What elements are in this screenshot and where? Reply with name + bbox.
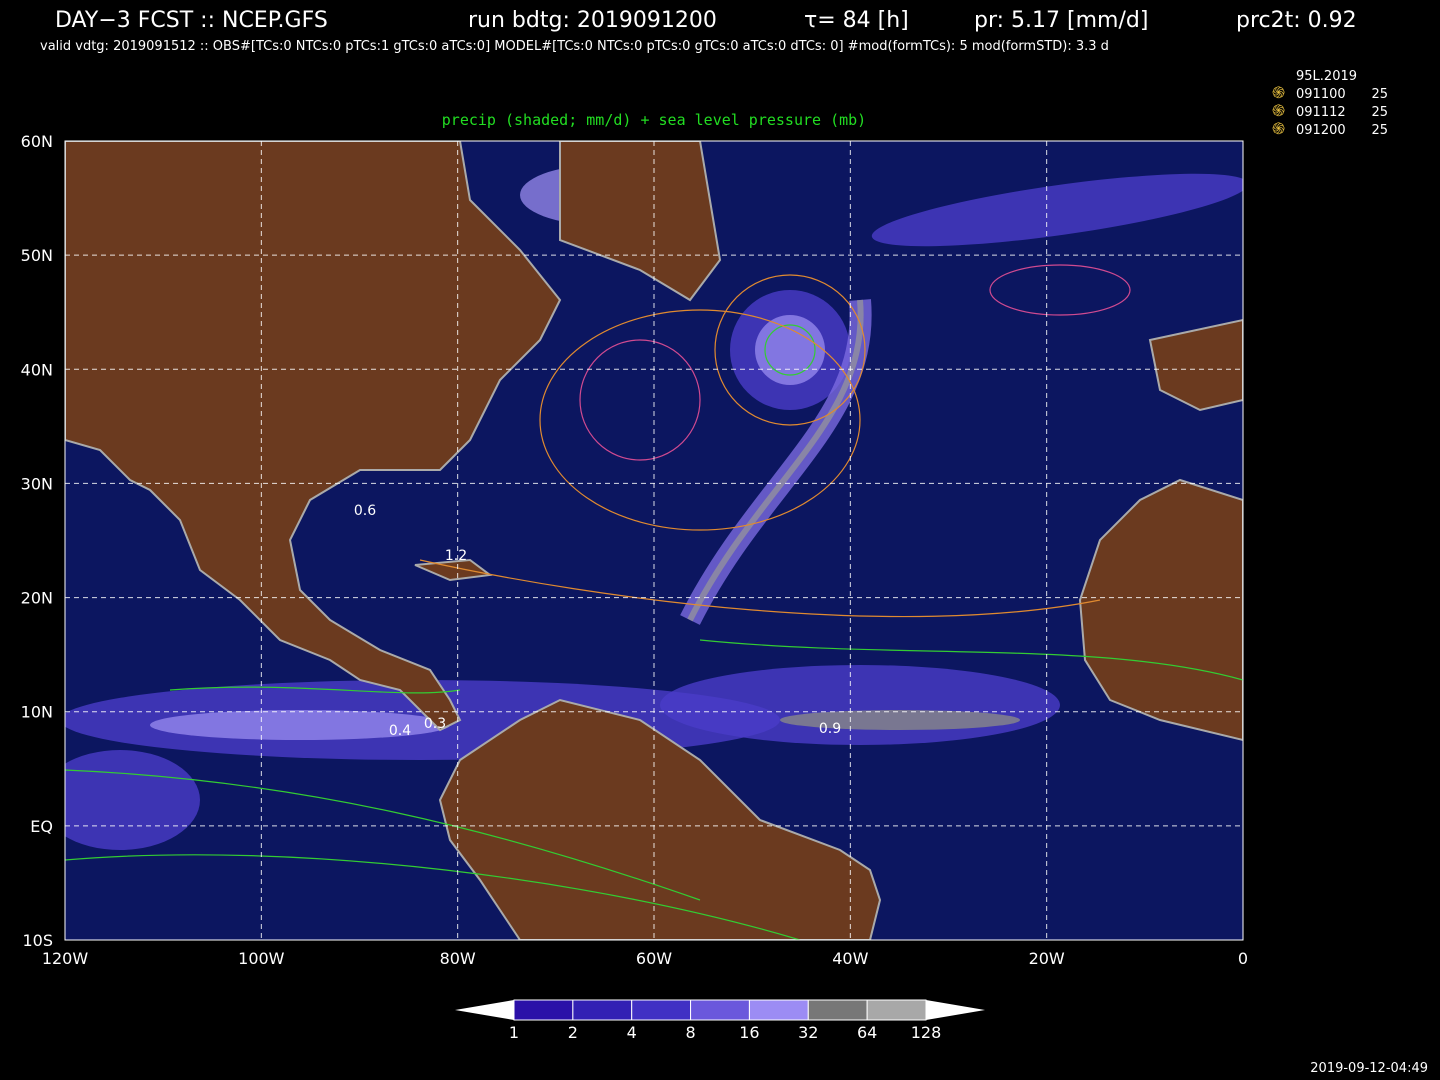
colorbar-label: 64 bbox=[857, 1023, 877, 1042]
contour bbox=[169, 686, 461, 694]
colorbar-box bbox=[866, 999, 927, 1021]
lat-label: 50N bbox=[21, 246, 53, 265]
contour-label: 1.2 bbox=[445, 548, 467, 564]
contour bbox=[579, 339, 701, 461]
prc2t: prc2t: 0.92 bbox=[1236, 8, 1357, 33]
colorbar-label: 32 bbox=[798, 1023, 818, 1042]
run: run bdtg: 2019091200 bbox=[468, 8, 717, 33]
colorbar-arrow bbox=[926, 1000, 985, 1020]
contour bbox=[764, 324, 816, 376]
colorbar-label: 8 bbox=[685, 1023, 695, 1042]
storm-time: 091112 bbox=[1296, 105, 1346, 120]
storm-time: 091200 bbox=[1296, 123, 1346, 138]
map-subtitle: precip (shaded; mm/d) + sea level pressu… bbox=[442, 111, 866, 129]
contour-label: 0.6 bbox=[354, 503, 376, 519]
lon-label: 80W bbox=[440, 949, 476, 968]
lat-label: 40N bbox=[21, 360, 53, 379]
colorbar-label: 1 bbox=[509, 1023, 519, 1042]
precip bbox=[660, 665, 1060, 745]
storm-value: 25 bbox=[1371, 105, 1388, 120]
lat-label: 30N bbox=[21, 474, 53, 493]
land bbox=[1148, 318, 1243, 412]
contour bbox=[699, 639, 1243, 681]
precip-band bbox=[687, 299, 864, 622]
colorbar-label: 2 bbox=[568, 1023, 578, 1042]
colorbar-label: 16 bbox=[739, 1023, 759, 1042]
contour-label: 0.3 bbox=[424, 716, 446, 732]
land bbox=[438, 698, 882, 940]
lon-label: 60W bbox=[636, 949, 672, 968]
storm-value: 25 bbox=[1371, 87, 1388, 102]
land bbox=[65, 141, 562, 732]
lon-label: 20W bbox=[1029, 949, 1065, 968]
precip bbox=[65, 750, 200, 850]
contour bbox=[419, 559, 1101, 618]
map-frame bbox=[64, 140, 1244, 941]
colorbar-box bbox=[572, 999, 633, 1021]
contour bbox=[714, 274, 866, 426]
land bbox=[1078, 478, 1243, 742]
timestamp: 2019-09-12-04:49 bbox=[1310, 1061, 1428, 1076]
contour-label: 0.9 bbox=[819, 721, 841, 737]
colorbar-box bbox=[513, 999, 574, 1021]
lon-label: 120W bbox=[42, 949, 89, 968]
lat-label: 10S bbox=[22, 931, 53, 950]
storm-value: 25 bbox=[1371, 123, 1388, 138]
map bbox=[64, 140, 1244, 941]
lat-label: 20N bbox=[21, 589, 53, 608]
lon-label: 0 bbox=[1238, 949, 1248, 968]
lat-label: EQ bbox=[30, 817, 53, 836]
land bbox=[559, 141, 722, 302]
lat-label: 10N bbox=[21, 703, 53, 722]
storm-time: 091100 bbox=[1296, 87, 1346, 102]
contour-label: 0.4 bbox=[389, 723, 411, 739]
contour bbox=[989, 264, 1131, 316]
storm-symbol: ֍ bbox=[1272, 119, 1285, 138]
colorbar-label: 4 bbox=[627, 1023, 637, 1042]
colorbar-arrow bbox=[455, 1000, 514, 1020]
storm-name: 95L.2019 bbox=[1296, 69, 1357, 84]
contour bbox=[539, 309, 861, 531]
precip bbox=[780, 710, 1020, 730]
lon-label: 100W bbox=[238, 949, 285, 968]
colorbar: 1 2 4 8 16 32 64 128 bbox=[455, 999, 985, 1042]
colorbar-box bbox=[748, 999, 809, 1021]
colorbar-label: 128 bbox=[911, 1023, 942, 1042]
tau: τ= 84 [h] bbox=[804, 8, 909, 33]
valid-line: valid vdtg: 2019091512 :: OBS#[TCs:0 NTC… bbox=[40, 39, 1109, 54]
contour bbox=[65, 854, 801, 940]
storm-symbol: ֍ bbox=[1272, 101, 1285, 120]
contour bbox=[65, 769, 701, 901]
colorbar-box bbox=[631, 999, 692, 1021]
lon-label: 40W bbox=[832, 949, 868, 968]
title: DAY−3 FCST :: NCEP.GFS bbox=[55, 8, 328, 33]
precip bbox=[150, 710, 450, 740]
lat-label: 60N bbox=[21, 132, 53, 151]
colorbar-box bbox=[807, 999, 868, 1021]
storm-symbol: ֍ bbox=[1272, 83, 1285, 102]
precip-rate: pr: 5.17 [mm/d] bbox=[974, 8, 1148, 33]
precip bbox=[871, 173, 1243, 247]
colorbar-box bbox=[690, 999, 750, 1021]
